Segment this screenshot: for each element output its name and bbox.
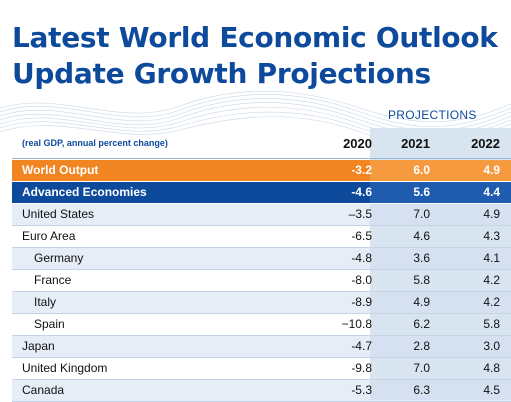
table-row-germany: Germany -4.8 3.6 4.1 [12,248,511,270]
title-line-2: Update Growth Projections [12,57,431,90]
value-2021: 3.6 [413,251,430,265]
projection-cell-highlight [370,182,511,203]
title-line-1: Latest World Economic Outlook [12,21,498,54]
value-2020: –3.5 [348,207,372,221]
value-2020: −10.8 [341,317,372,331]
table-row-canada: Canada -5.3 6.3 4.5 [12,380,511,402]
value-2022: 4.1 [483,251,500,265]
table-row-world-output: World Output -3.2 6.0 4.9 [12,160,511,182]
table-row-euro-area: Euro Area -6.5 4.6 4.3 [12,226,511,248]
value-2021: 5.6 [413,185,430,199]
value-2020: -8.0 [351,273,372,287]
value-2022: 4.2 [483,295,500,309]
header-divider [12,158,511,159]
value-2020: -4.6 [351,185,372,199]
projections-label: PROJECTIONS [388,108,477,122]
value-2021: 5.8 [413,273,430,287]
value-2020: -9.8 [351,361,372,375]
value-2022: 4.2 [483,273,500,287]
row-label: United States [22,207,95,221]
value-2022: 4.4 [483,185,500,199]
value-2021: 7.0 [413,207,430,221]
value-2022: 5.8 [483,317,500,331]
value-2022: 4.8 [483,361,500,375]
value-2022: 4.5 [483,383,500,397]
value-2021: 4.9 [413,295,430,309]
table-row-japan: Japan -4.7 2.8 3.0 [12,336,511,358]
table-row-france: France -8.0 5.8 4.2 [12,270,511,292]
table-row-united-states: United States –3.5 7.0 4.9 [12,204,511,226]
page-title: Latest World Economic Outlook Update Gro… [12,20,507,92]
table-row-spain: Spain −10.8 6.2 5.8 [12,314,511,336]
year-header-2022: 2022 [471,136,500,151]
value-2021: 6.0 [413,163,430,177]
row-label: Germany [34,251,84,265]
projection-cell-highlight [370,160,511,181]
value-2022: 4.9 [483,163,500,177]
year-header-2021: 2021 [401,136,430,151]
table-subtitle: (real GDP, annual percent change) [22,138,168,148]
row-label: Canada [22,383,65,397]
value-2020: -4.7 [351,339,372,353]
year-header-2020: 2020 [343,136,372,151]
row-label: United Kingdom [22,361,108,375]
row-label: Japan [22,339,55,353]
row-label: Italy [34,295,57,309]
row-label: Spain [34,317,65,331]
value-2020: -6.5 [351,229,372,243]
growth-table: World Output -3.2 6.0 4.9 Advanced Econo… [12,160,511,402]
value-2020: -4.8 [351,251,372,265]
row-label: Advanced Economies [22,185,147,199]
value-2022: 4.3 [483,229,500,243]
row-label: Euro Area [22,229,76,243]
value-2021: 6.3 [413,383,430,397]
value-2021: 7.0 [413,361,430,375]
table-row-italy: Italy -8.9 4.9 4.2 [12,292,511,314]
value-2021: 2.8 [413,339,430,353]
value-2020: -5.3 [351,383,372,397]
table-row-advanced-economies: Advanced Economies -4.6 5.6 4.4 [12,182,511,204]
value-2021: 4.6 [413,229,430,243]
value-2020: -3.2 [351,163,372,177]
table-row-united-kingdom: United Kingdom -9.8 7.0 4.8 [12,358,511,380]
value-2022: 4.9 [483,207,500,221]
row-label: World Output [22,163,99,177]
value-2022: 3.0 [483,339,500,353]
row-label: France [34,273,72,287]
value-2020: -8.9 [351,295,372,309]
value-2021: 6.2 [413,317,430,331]
